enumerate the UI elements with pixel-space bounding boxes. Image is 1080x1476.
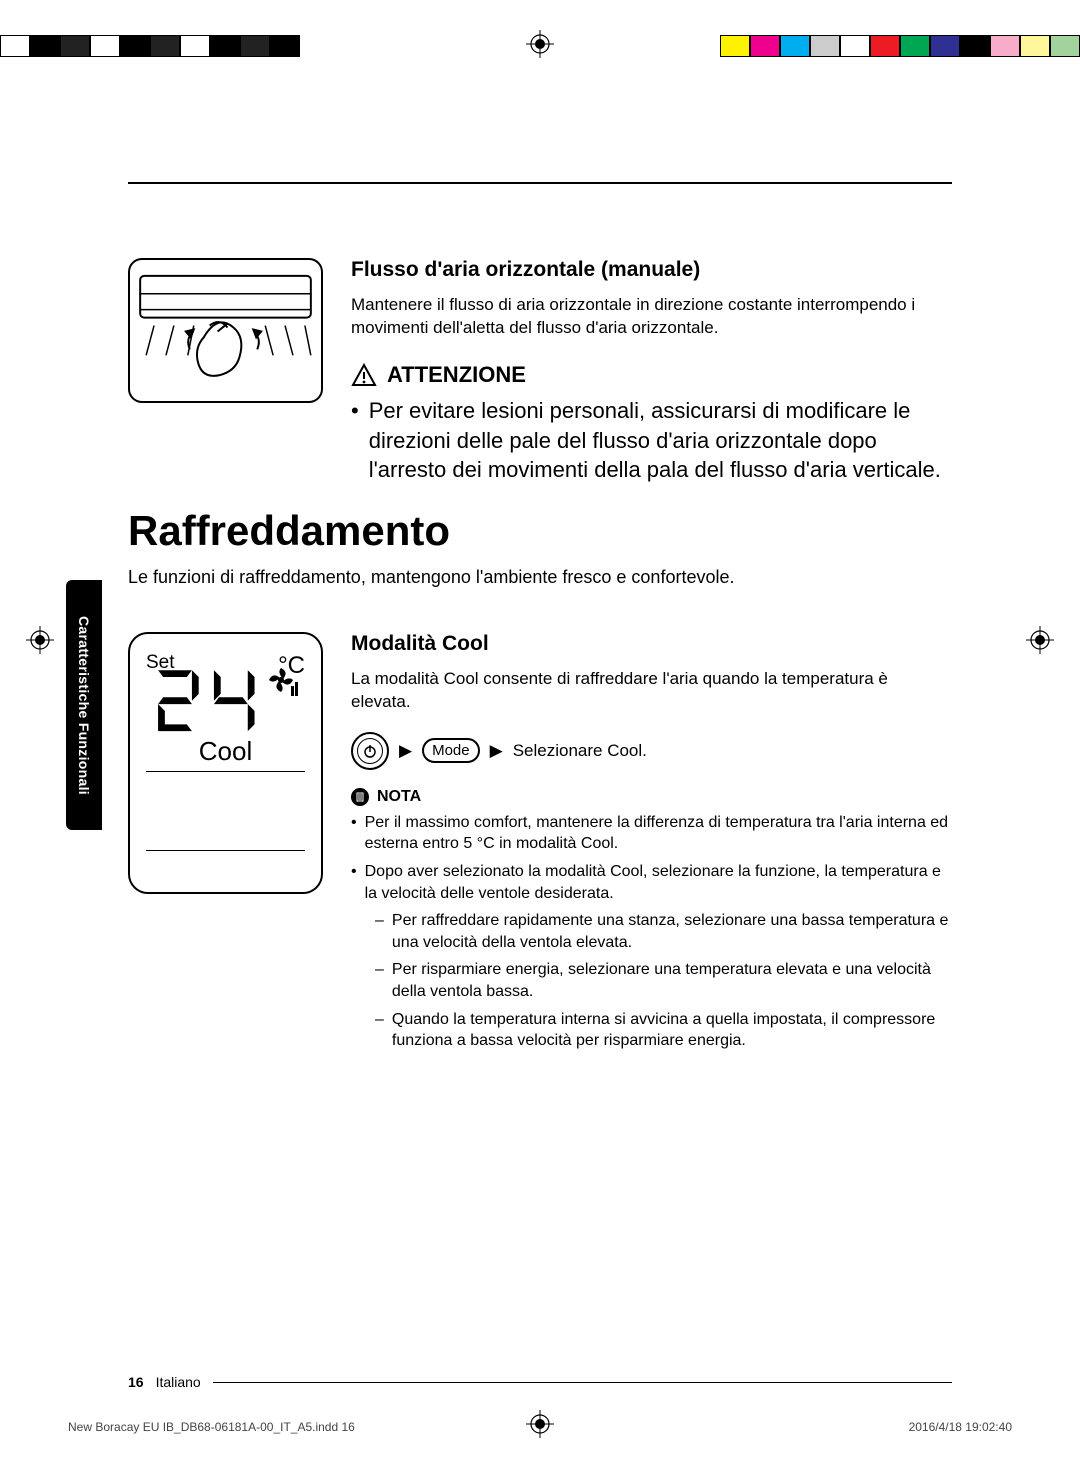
page-footer: 16 Italiano (128, 1374, 952, 1390)
main-subline: Le funzioni di raffreddamento, mantengon… (128, 567, 952, 588)
note-list: •Per il massimo comfort, mantenere la di… (351, 812, 952, 1052)
list-item: –Per raffreddare rapidamente una stanza,… (375, 910, 952, 953)
remote-temp-value (153, 666, 299, 732)
nota-heading: NOTA (351, 788, 952, 806)
side-tab: Caratteristiche Funzionali (66, 580, 102, 830)
print-metadata: New Boracay EU IB_DB68-06181A-00_IT_A5.i… (68, 1420, 1012, 1434)
warning-bullet: • Per evitare lesioni personali, assicur… (351, 396, 952, 485)
registration-mark-icon (26, 626, 54, 654)
power-button-icon (351, 732, 389, 770)
registration-mark-icon (1026, 626, 1054, 654)
warning-label: ATTENZIONE (387, 362, 526, 388)
list-item: •Dopo aver selezionato la modalità Cool,… (351, 861, 952, 904)
page-number: 16 (128, 1374, 144, 1390)
mode-sequence: ▶ Mode ▶ Selezionare Cool. (351, 732, 952, 770)
list-item: •Per il massimo comfort, mantenere la di… (351, 812, 952, 855)
mode-button-icon: Mode (422, 738, 480, 763)
print-timestamp: 2016/4/18 19:02:40 (909, 1420, 1012, 1434)
nota-label: NOTA (377, 788, 421, 806)
remote-mode-label: Cool (199, 736, 252, 767)
color-bar-left (0, 35, 300, 57)
arrow-icon: ▶ (399, 741, 412, 761)
section2-heading: Modalità Cool (351, 632, 952, 656)
warning-body: Per evitare lesioni personali, assicurar… (369, 396, 952, 485)
section1-body: Mantenere il flusso di aria orizzontale … (351, 294, 952, 340)
top-rule (128, 182, 952, 184)
airflow-illustration (128, 258, 323, 403)
section2-body: La modalità Cool consente di raffreddare… (351, 668, 952, 714)
page-language: Italiano (156, 1374, 201, 1390)
section1-heading: Flusso d'aria orizzontale (manuale) (351, 258, 952, 282)
select-cool-text: Selezionare Cool. (513, 741, 647, 761)
main-heading: Raffreddamento (128, 507, 952, 555)
fan-icon (267, 666, 299, 732)
list-item: –Quando la temperatura interna si avvici… (375, 1009, 952, 1052)
warning-icon (351, 363, 377, 387)
list-item: –Per risparmiare energia, selezionare un… (375, 959, 952, 1002)
registration-mark-icon (526, 30, 554, 58)
page-content: Flusso d'aria orizzontale (manuale) Mant… (128, 258, 952, 1058)
source-file: New Boracay EU IB_DB68-06181A-00_IT_A5.i… (68, 1420, 355, 1434)
side-tab-label: Caratteristiche Funzionali (76, 616, 92, 795)
warning-heading: ATTENZIONE (351, 362, 952, 388)
note-icon (351, 788, 369, 806)
color-bar-right (720, 35, 1080, 57)
remote-display: Set °C (128, 632, 323, 894)
arrow-icon: ▶ (490, 741, 503, 761)
